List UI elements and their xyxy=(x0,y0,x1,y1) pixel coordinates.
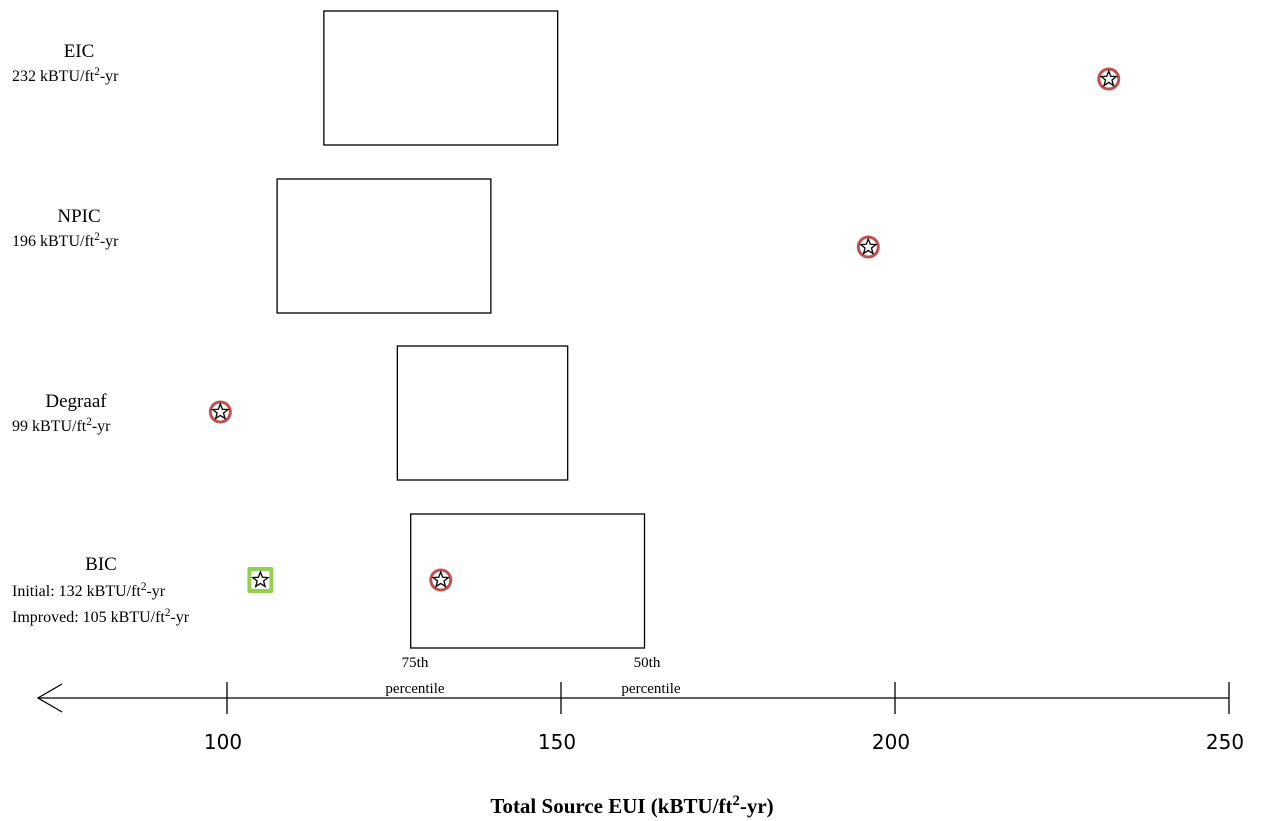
p75-label-line1: 75th xyxy=(402,655,429,671)
building-eui-bic-improved: Improved: 105 kBTU/ft2-yr xyxy=(12,607,190,626)
building-eui-eic: 232 kBTU/ft2-yr xyxy=(12,66,119,85)
building-name-npic: NPIC xyxy=(57,206,100,227)
marker-npic xyxy=(856,235,880,259)
building-name-eic: EIC xyxy=(64,41,95,62)
p50-label-line1: 50th xyxy=(634,655,661,671)
x-axis: 100 150 200 250 xyxy=(36,682,1244,754)
marker-degraaf xyxy=(208,400,232,424)
building-name-degraaf: Degraaf xyxy=(45,391,107,412)
p75-label-line2: percentile xyxy=(385,681,444,697)
eui-markers xyxy=(208,67,1121,593)
percentile-box-degraaf xyxy=(396,345,569,481)
building-labels: EIC 232 kBTU/ft2-yr NPIC 196 kBTU/ft2-yr Deg… xyxy=(12,41,190,626)
marker-bic xyxy=(429,568,453,592)
x-tick-label-150: 150 xyxy=(538,730,576,754)
building-eui-bic-initial: Initial: 132 kBTU/ft2-yr xyxy=(12,581,166,600)
marker-eic xyxy=(1097,67,1121,91)
percentile-boxes xyxy=(276,10,646,649)
marker-bic-improved xyxy=(247,567,274,593)
building-eui-npic: 196 kBTU/ft2-yr xyxy=(12,231,119,250)
percentile-box-eic xyxy=(323,10,559,146)
x-tick-label-250: 250 xyxy=(1206,730,1244,754)
axis-left-arrow xyxy=(36,683,63,713)
building-name-bic: BIC xyxy=(85,554,117,575)
x-tick-label-200: 200 xyxy=(872,730,910,754)
x-axis-title: Total Source EUI (kBTU/ft2-yr) xyxy=(490,793,773,818)
x-tick-label-100: 100 xyxy=(204,730,242,754)
percentile-box-bic xyxy=(410,513,646,649)
p50-label-line2: percentile xyxy=(621,681,680,697)
percentile-box-npic xyxy=(276,178,492,314)
building-eui-degraaf: 99 kBTU/ft2-yr xyxy=(12,416,111,435)
